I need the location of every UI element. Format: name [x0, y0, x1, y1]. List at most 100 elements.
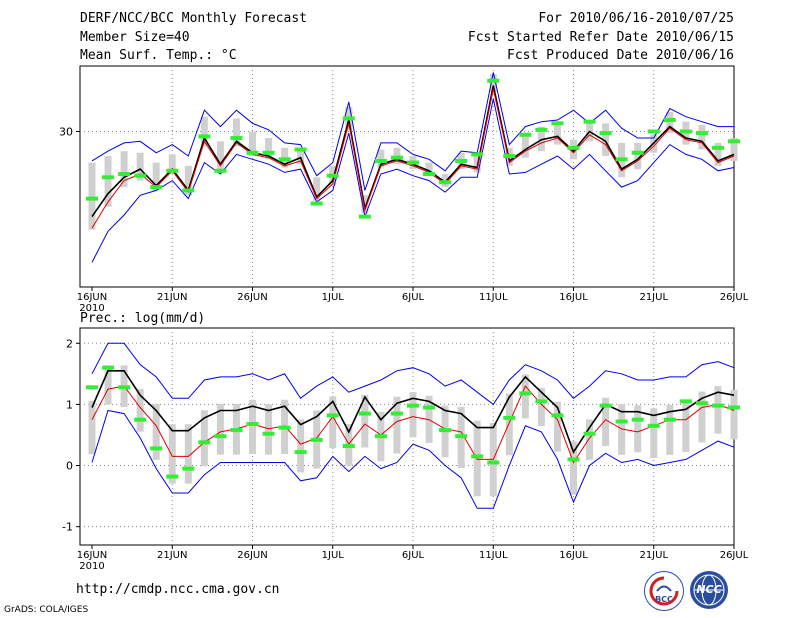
prec-spread-box — [505, 393, 513, 456]
temp-observed-marker — [182, 188, 195, 193]
prec-observed-marker — [182, 466, 195, 471]
prec-observed-marker — [86, 385, 98, 390]
temp-spread-box — [698, 124, 706, 150]
prec-panel: 16JUN 21JUN 26JUN 1JUL 6JUL 11JUL 16JUL 21JUL 26… — [62, 311, 749, 572]
prec-spread-box — [249, 399, 256, 455]
prec-xtick-label: 26JUN — [237, 550, 267, 561]
temp-observed-marker — [487, 78, 500, 83]
source-url[interactable]: http://cmdp.ncc.cma.gov.cn — [76, 582, 280, 597]
temp-panel: 16JUN 21JUN 26JUN 1JUL 6JUL 11JUL 16JUL 21JUL 26… — [59, 65, 749, 314]
temp-observed-marker — [711, 145, 724, 150]
prec-spread-box — [200, 410, 208, 467]
prec-ytick-label: 0 — [66, 460, 73, 473]
temp-spread-box — [602, 123, 610, 157]
prec-observed-marker — [390, 411, 403, 416]
temp-observed-marker — [86, 196, 98, 201]
prec-spread-box — [650, 408, 658, 459]
prec-ytick-label: -1 — [62, 521, 73, 534]
temp-observed-marker — [246, 150, 259, 155]
temp-observed-marker — [342, 116, 355, 121]
temp-observed-marker — [519, 132, 532, 137]
temp-observed-marker — [358, 214, 371, 219]
prec-lower-line — [91, 409, 735, 509]
prec-upper-line — [91, 342, 735, 406]
temp-xtick-label: 11JUL — [479, 292, 508, 303]
temp-observed-marker — [102, 175, 115, 180]
temp-observed-marker — [262, 150, 275, 155]
temp-spread-box — [120, 151, 128, 188]
temp-spread-box — [313, 177, 321, 201]
temp-observed-marker — [326, 173, 339, 178]
temp-spread-box — [666, 111, 674, 134]
prec-observed-marker — [679, 399, 692, 404]
bcc-logo: BCC — [644, 571, 684, 611]
temp-spread-box — [184, 165, 192, 196]
prec-observed-marker — [326, 413, 339, 418]
prec-observed-marker — [118, 385, 131, 390]
produced-date: Fcst Produced Date 2010/06/16 — [507, 48, 734, 63]
bcc-emblem-icon — [649, 576, 679, 606]
prec-spread-box — [537, 387, 545, 426]
prec-spread-box — [297, 419, 305, 473]
prec-observed-marker — [519, 391, 532, 396]
prec-spread-box — [361, 394, 369, 448]
temp-observed-marker — [567, 145, 580, 150]
temp-spread-box — [521, 133, 529, 158]
temp-spread-box — [553, 123, 561, 145]
prec-xtick-label: 21JUL — [639, 550, 668, 561]
prec-spread-box — [618, 404, 626, 455]
prec-observed-marker — [647, 423, 660, 428]
ncc-globe-icon — [693, 574, 725, 606]
temp-spread-box — [168, 154, 176, 175]
member-size: Member Size=40 — [80, 30, 190, 45]
prec-observed-marker — [134, 417, 147, 422]
prec-spread-box — [168, 424, 176, 484]
temp-observed-marker — [390, 155, 403, 160]
prec-year-label: 2010 — [79, 561, 104, 572]
prec-observed-marker — [310, 437, 323, 442]
prec-spread-box — [152, 403, 160, 460]
prec-spread-box — [136, 389, 144, 432]
prec-observed-marker — [599, 403, 612, 408]
prec-spread-box — [586, 419, 594, 460]
forecast-period: For 2010/06/16-2010/07/25 — [538, 11, 734, 26]
prec-observed-marker — [711, 403, 724, 408]
prec-observed-marker — [166, 474, 179, 479]
temp-observed-marker — [374, 158, 387, 163]
ncc-logo: NCC — [690, 571, 728, 609]
prec-observed-marker — [423, 405, 436, 410]
temp-spread-box — [489, 74, 497, 93]
prec-observed-marker — [214, 434, 227, 439]
temp-observed-marker — [631, 150, 644, 155]
prec-title: Prec.: log(mm/d) — [80, 311, 205, 326]
temp-observed-marker — [455, 158, 468, 163]
prec-xtick-label: 21JUN — [157, 550, 187, 561]
temp-spread-box — [249, 131, 256, 157]
prec-spread-box — [730, 389, 738, 440]
temp-observed-marker — [615, 157, 628, 162]
temp-spread-box — [265, 138, 273, 160]
temp-observed-marker — [599, 131, 612, 136]
temp-observed-marker — [647, 129, 660, 134]
temp-lower-line — [91, 98, 735, 263]
prec-observed-marker — [487, 460, 500, 465]
temp-spread-box — [730, 138, 738, 161]
temp-frame — [79, 65, 735, 288]
temp-observed-marker — [551, 121, 564, 126]
prec-observed-marker — [695, 401, 708, 406]
prec-spread-box — [184, 424, 192, 484]
prec-spread-box — [521, 374, 529, 419]
prec-observed-marker — [246, 421, 259, 426]
prec-observed-marker — [471, 454, 484, 459]
temp-observed-marker — [695, 131, 708, 136]
prec-observed-marker — [150, 446, 163, 451]
temp-xtick-label: 21JUN — [157, 292, 187, 303]
prec-observed-marker — [278, 425, 291, 430]
temp-spread-box — [377, 149, 385, 168]
prec-spread-box — [602, 397, 610, 446]
temp-spread-box — [88, 162, 96, 230]
temp-observed-marker — [679, 129, 692, 134]
prec-observed-marker — [663, 417, 676, 422]
temp-spread-box — [634, 142, 642, 170]
